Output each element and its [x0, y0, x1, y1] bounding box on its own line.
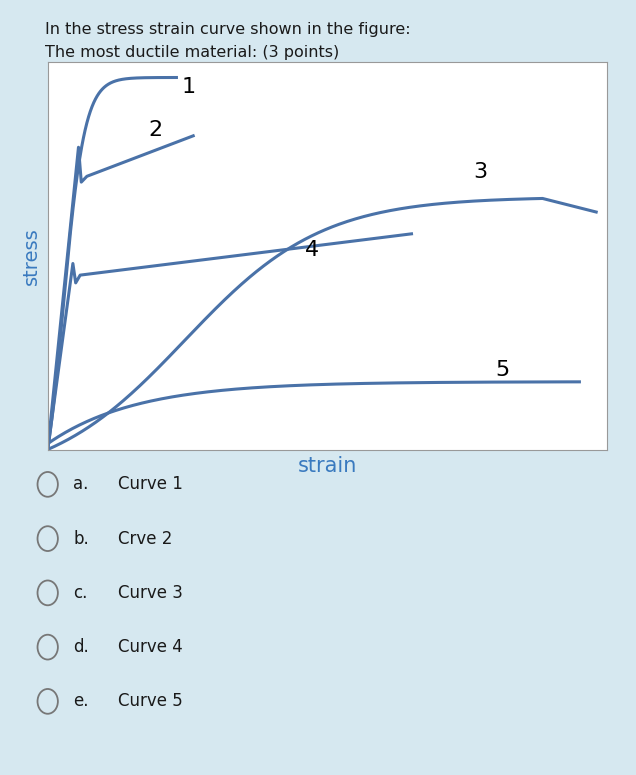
Text: Curve 1: Curve 1	[118, 475, 183, 494]
Text: c.: c.	[73, 584, 88, 602]
X-axis label: strain: strain	[298, 456, 357, 477]
Text: 1: 1	[182, 77, 196, 97]
Text: 2: 2	[148, 119, 163, 140]
Text: Curve 5: Curve 5	[118, 692, 183, 711]
Text: e.: e.	[73, 692, 88, 711]
Text: b.: b.	[73, 529, 89, 548]
Text: 5: 5	[495, 360, 509, 380]
Text: a.: a.	[73, 475, 88, 494]
Text: In the stress strain curve shown in the figure:: In the stress strain curve shown in the …	[45, 22, 410, 36]
Text: Curve 4: Curve 4	[118, 638, 183, 656]
Text: 3: 3	[473, 162, 487, 182]
Text: Curve 3: Curve 3	[118, 584, 183, 602]
Text: Crve 2: Crve 2	[118, 529, 172, 548]
Y-axis label: stress: stress	[22, 227, 41, 284]
Text: d.: d.	[73, 638, 89, 656]
Text: 4: 4	[305, 239, 319, 260]
Text: The most ductile material: (3 points): The most ductile material: (3 points)	[45, 45, 339, 60]
